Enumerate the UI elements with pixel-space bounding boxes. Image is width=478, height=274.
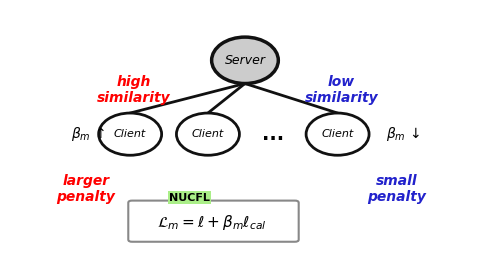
- Text: ...: ...: [261, 125, 284, 144]
- Ellipse shape: [176, 113, 239, 155]
- Text: Client: Client: [114, 129, 146, 139]
- Text: Client: Client: [322, 129, 354, 139]
- Text: Client: Client: [192, 129, 224, 139]
- Ellipse shape: [212, 37, 278, 84]
- Ellipse shape: [98, 113, 162, 155]
- Ellipse shape: [306, 113, 369, 155]
- FancyBboxPatch shape: [128, 201, 299, 242]
- Text: $\beta_m$ ↓: $\beta_m$ ↓: [386, 125, 420, 143]
- Text: $\mathcal{L}_m = \ell + \beta_m \ell_{cal}$: $\mathcal{L}_m = \ell + \beta_m \ell_{ca…: [157, 213, 266, 232]
- Text: small
penalty: small penalty: [368, 174, 426, 204]
- Text: NUCFL: NUCFL: [169, 193, 210, 203]
- Text: low
similarity: low similarity: [304, 75, 378, 105]
- Text: $\beta_m$ ↑: $\beta_m$ ↑: [71, 125, 105, 143]
- Text: larger
penalty: larger penalty: [56, 174, 115, 204]
- Text: Server: Server: [225, 54, 265, 67]
- Text: high
similarity: high similarity: [97, 75, 171, 105]
